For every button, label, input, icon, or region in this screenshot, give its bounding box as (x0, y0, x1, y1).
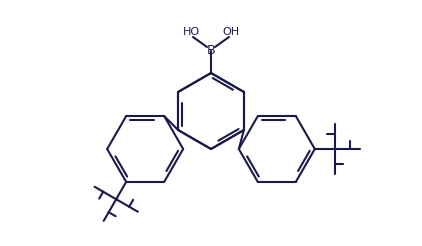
Text: OH: OH (222, 27, 240, 37)
Text: HO: HO (182, 27, 200, 37)
Text: B: B (207, 45, 215, 58)
